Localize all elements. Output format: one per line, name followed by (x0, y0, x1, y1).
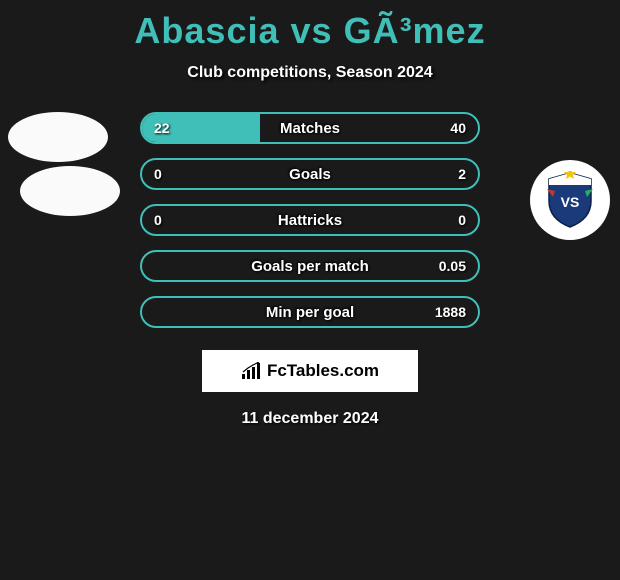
player1-avatar (8, 112, 108, 162)
stat-left-value: 0 (154, 212, 162, 228)
stat-row-mpg: Min per goal 1888 (140, 296, 480, 328)
subtitle: Club competitions, Season 2024 (0, 64, 620, 82)
vs-label: vs (291, 10, 333, 51)
stat-label: Goals (289, 166, 331, 183)
player1-name: Abascia (134, 10, 279, 51)
stat-right-value: 1888 (435, 304, 466, 320)
stat-right-value: 0.05 (439, 258, 466, 274)
brand-label: FcTables.com (267, 361, 379, 381)
stat-label: Min per goal (266, 304, 354, 321)
stat-left-value: 0 (154, 166, 162, 182)
svg-text:VS: VS (561, 194, 580, 210)
stat-label: Goals per match (251, 258, 369, 275)
stat-label: Matches (280, 120, 340, 137)
footer-date: 11 december 2024 (0, 410, 620, 428)
stats-list: 22 Matches 40 0 Goals 2 0 Hattricks 0 Go… (140, 112, 480, 328)
stat-row-gpm: Goals per match 0.05 (140, 250, 480, 282)
player1-team-avatar (20, 166, 120, 216)
brand-badge[interactable]: FcTables.com (202, 350, 418, 392)
stat-label: Hattricks (278, 212, 342, 229)
page-title: Abascia vs GÃ³mez (0, 10, 620, 52)
shield-icon: VS (545, 171, 595, 229)
content-area: VS 22 Matches 40 0 Goals 2 0 Hattricks 0… (0, 112, 620, 428)
header: Abascia vs GÃ³mez Club competitions, Sea… (0, 0, 620, 82)
chart-icon (241, 362, 263, 380)
stat-right-value: 40 (450, 120, 466, 136)
player2-team-emblem: VS (530, 160, 610, 240)
stat-row-matches: 22 Matches 40 (140, 112, 480, 144)
stat-row-hattricks: 0 Hattricks 0 (140, 204, 480, 236)
stat-right-value: 2 (458, 166, 466, 182)
player2-name: GÃ³mez (344, 10, 486, 51)
stat-row-goals: 0 Goals 2 (140, 158, 480, 190)
stat-left-value: 22 (154, 120, 170, 136)
stat-right-value: 0 (458, 212, 466, 228)
